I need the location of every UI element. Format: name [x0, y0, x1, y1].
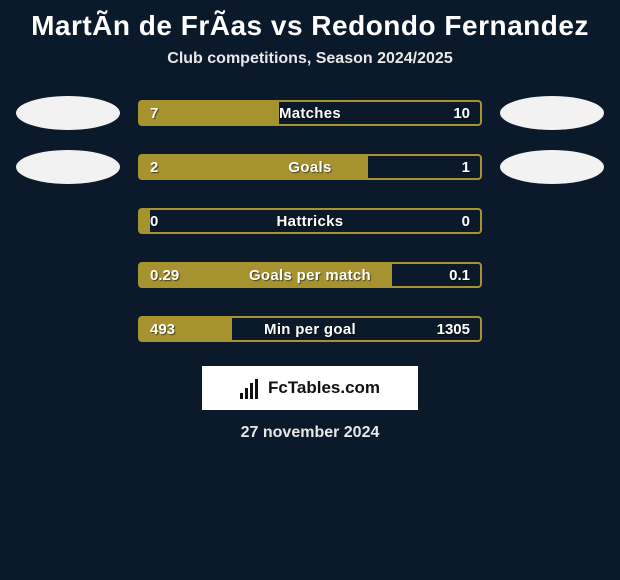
stat-rows: 710Matches 21Goals 00Hattricks 0.290.1Goals…	[0, 96, 620, 346]
stat-row: 710Matches	[0, 96, 620, 130]
avatar-spacer	[16, 258, 120, 292]
stat-bar: 00Hattricks	[138, 208, 482, 234]
stat-row: 21Goals	[0, 150, 620, 184]
date-label: 27 november 2024	[0, 424, 620, 442]
stat-bar: 0.290.1Goals per match	[138, 262, 482, 288]
stat-label: Hattricks	[140, 210, 480, 232]
stat-label: Goals	[140, 156, 480, 178]
avatar-spacer	[500, 312, 604, 346]
stat-bar: 4931305Min per goal	[138, 316, 482, 342]
player-right-avatar	[500, 96, 604, 130]
stat-row: 4931305Min per goal	[0, 312, 620, 346]
stat-label: Min per goal	[140, 318, 480, 340]
avatar-spacer	[16, 204, 120, 238]
brand-badge: FcTables.com	[202, 366, 418, 410]
avatar-spacer	[16, 312, 120, 346]
stat-row: 00Hattricks	[0, 204, 620, 238]
page-title: MartÃ­n de FrÃ­as vs Redondo Fernandez	[0, 10, 620, 50]
player-right-avatar	[500, 150, 604, 184]
stat-row: 0.290.1Goals per match	[0, 258, 620, 292]
player-left-avatar	[16, 96, 120, 130]
stat-label: Matches	[140, 102, 480, 124]
avatar-spacer	[500, 258, 604, 292]
chart-container: MartÃ­n de FrÃ­as vs Redondo Fernandez C…	[0, 0, 620, 442]
stat-bar: 710Matches	[138, 100, 482, 126]
avatar-spacer	[500, 204, 604, 238]
bar-chart-icon	[240, 377, 262, 399]
stat-label: Goals per match	[140, 264, 480, 286]
brand-text: FcTables.com	[268, 378, 380, 398]
subtitle: Club competitions, Season 2024/2025	[0, 50, 620, 68]
player-left-avatar	[16, 150, 120, 184]
stat-bar: 21Goals	[138, 154, 482, 180]
